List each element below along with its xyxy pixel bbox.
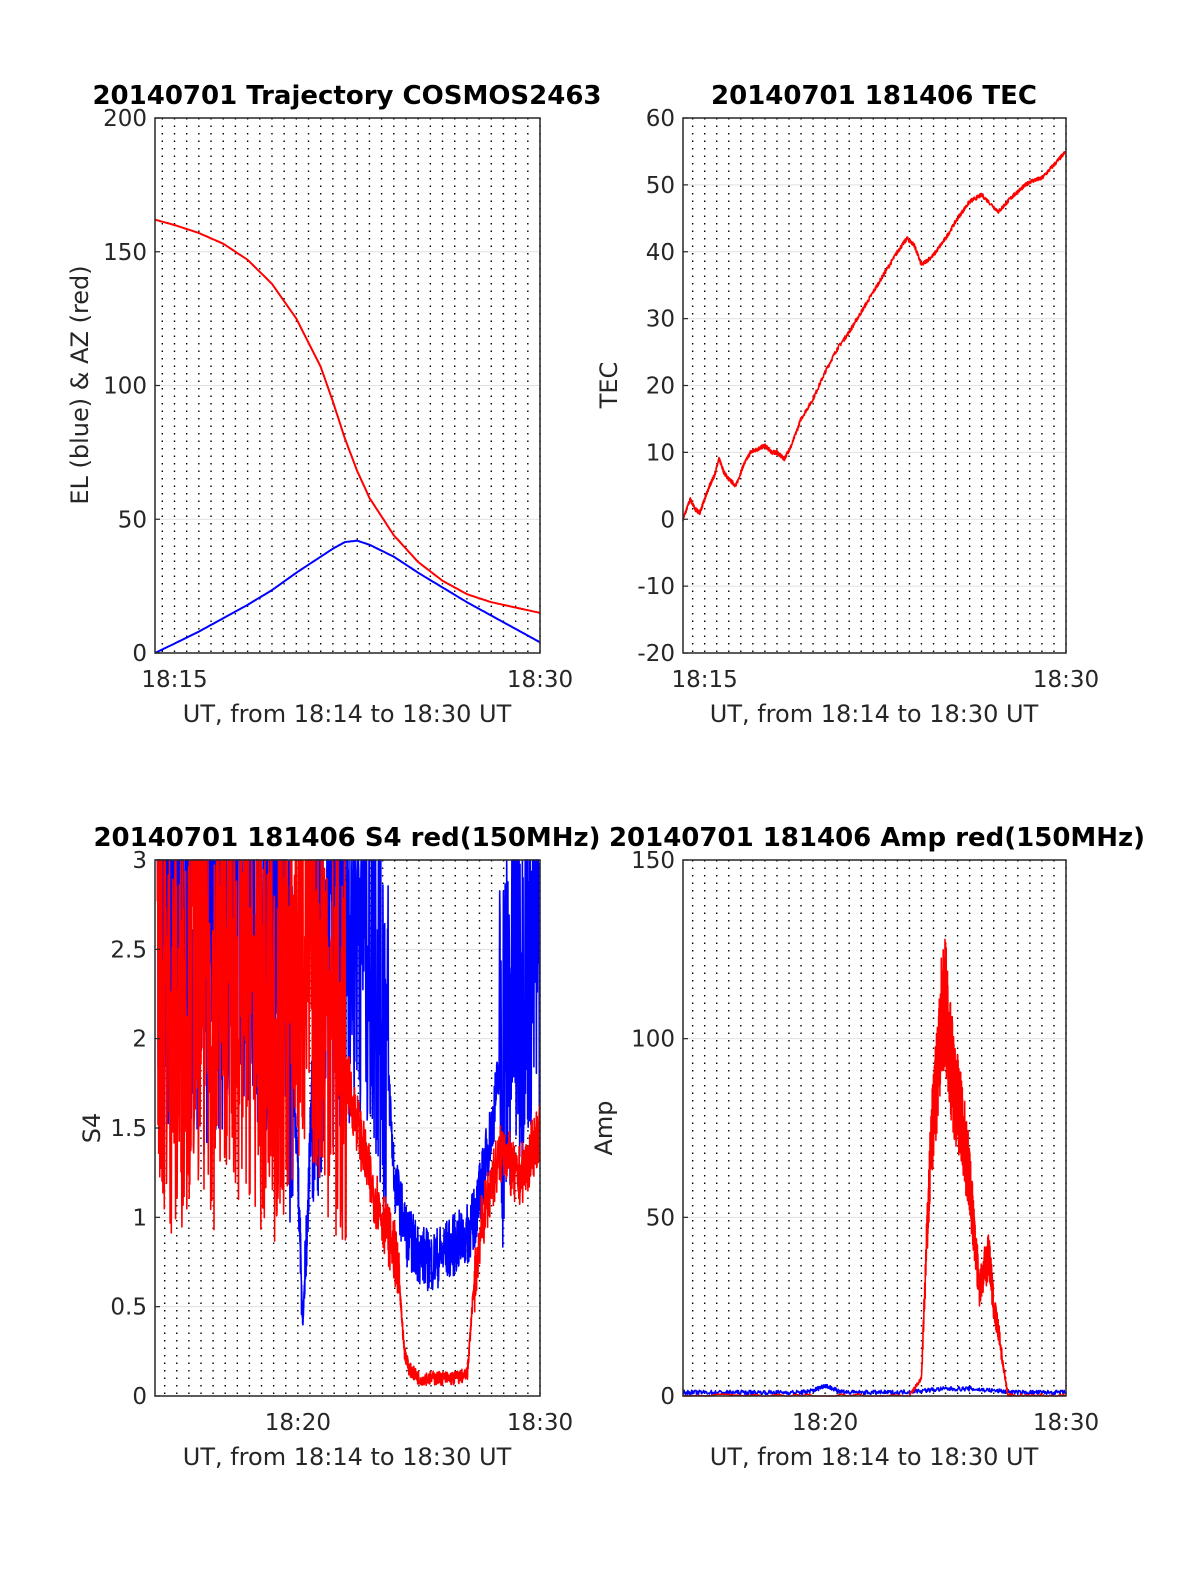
trajectory-panel: 20140701 Trajectory COSMOS2463 UT, from … <box>66 81 602 728</box>
y-tick-label: 20 <box>646 374 675 400</box>
y-tick-label: 150 <box>631 848 675 874</box>
x-axis-label: UT, from 18:14 to 18:30 UT <box>710 1443 1039 1471</box>
y-axis-label: TEC <box>595 362 623 410</box>
x-tick-label: 18:30 <box>1033 667 1099 693</box>
axes-box <box>682 859 1067 1397</box>
x-tick-label: 18:30 <box>507 667 573 693</box>
y-tick-label: 0 <box>660 1384 675 1410</box>
y-tick-label: 0 <box>132 1384 147 1410</box>
marks <box>682 151 1067 522</box>
y-tick-label: 0.5 <box>110 1295 147 1321</box>
tick-labels: 0 0.5 1 1.5 2 2.5 3 18:20 18:30 <box>110 848 573 1436</box>
y-tick-label: 200 <box>103 106 147 132</box>
y-tick-label: 100 <box>631 1027 675 1053</box>
y-tick-label: 50 <box>646 1205 675 1231</box>
x-axis-label: UT, from 18:14 to 18:30 UT <box>710 700 1039 728</box>
y-tick-label: 150 <box>103 240 147 266</box>
y-tick-label: -10 <box>637 574 675 600</box>
x-tick-label: 18:15 <box>672 667 738 693</box>
x-axis-label: UT, from 18:14 to 18:30 UT <box>183 1443 512 1471</box>
s4-panel: 20140701 181406 S4 red(150MHz) UT, from … <box>78 823 601 1471</box>
y-tick-label: 2 <box>132 1027 147 1053</box>
y-tick-label: 1 <box>132 1205 147 1231</box>
y-tick-label: -20 <box>637 641 675 667</box>
chart-title: 20140701 181406 TEC <box>711 81 1037 111</box>
amp-panel: 20140701 181406 Amp red(150MHz) UT, from… <box>590 823 1145 1471</box>
y-tick-label: 10 <box>646 440 675 466</box>
series-line-red <box>682 938 1066 1397</box>
series-line-red <box>682 151 1067 522</box>
marks <box>682 938 1067 1397</box>
chart-title: 20140701 181406 S4 red(150MHz) <box>93 823 600 853</box>
y-tick-label: 1.5 <box>110 1116 147 1142</box>
x-tick-label: 18:20 <box>792 1410 858 1436</box>
chart-title: 20140701 Trajectory COSMOS2463 <box>92 81 601 111</box>
y-axis-label: Amp <box>590 1100 618 1155</box>
y-axis-label: EL (blue) & AZ (red) <box>66 265 94 504</box>
y-tick-label: 0 <box>132 641 147 667</box>
y-tick-label: 2.5 <box>110 937 147 963</box>
y-tick-label: 40 <box>646 240 675 266</box>
series-line-blue <box>682 1383 1067 1396</box>
y-tick-label: 100 <box>103 374 147 400</box>
plot-area <box>683 860 1066 1396</box>
y-tick-label: 3 <box>132 848 147 874</box>
tick-labels: -20 -10 0 10 20 30 40 50 60 18:15 18:30 <box>637 106 1099 693</box>
series-line-red <box>154 218 541 614</box>
chart-title: 20140701 181406 Amp red(150MHz) <box>609 823 1145 853</box>
y-tick-label: 30 <box>646 307 675 333</box>
y-tick-label: 0 <box>660 507 675 533</box>
y-tick-label: 60 <box>646 106 675 132</box>
tick-labels: 0 50 100 150 200 18:15 18:30 <box>103 106 573 693</box>
tec-panel: 20140701 181406 TEC UT, from 18:14 to 18… <box>595 81 1099 728</box>
x-tick-label: 18:20 <box>265 1410 331 1436</box>
marks <box>154 218 541 654</box>
x-tick-label: 18:30 <box>507 1410 573 1436</box>
x-tick-label: 18:30 <box>1033 1410 1099 1436</box>
y-axis-label: S4 <box>78 1113 106 1144</box>
tick-labels: 0 50 100 150 18:20 18:30 <box>631 848 1099 1436</box>
x-axis-label: UT, from 18:14 to 18:30 UT <box>183 700 512 728</box>
series-line-blue <box>154 539 541 654</box>
x-tick-label: 18:15 <box>141 667 207 693</box>
y-tick-label: 50 <box>646 173 675 199</box>
y-tick-label: 50 <box>118 507 147 533</box>
